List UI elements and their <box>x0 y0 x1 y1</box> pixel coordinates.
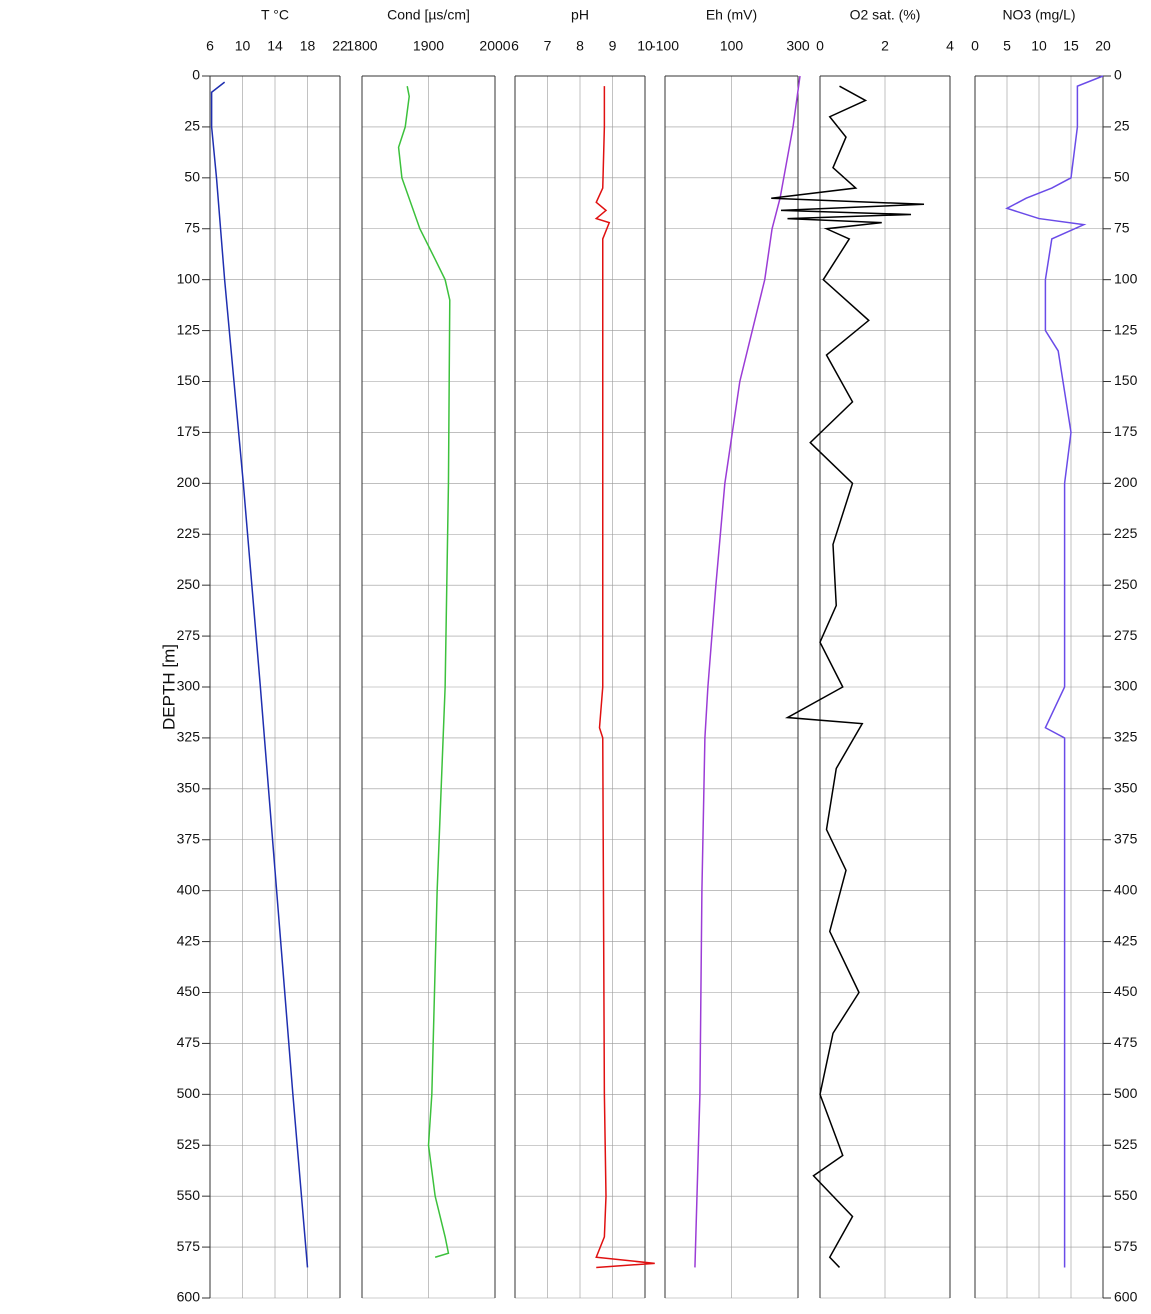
panel-title: O2 sat. (%) <box>850 7 921 23</box>
y-tick-label: 450 <box>177 983 201 999</box>
y-tick-label: 50 <box>184 169 200 185</box>
y-tick-label: 575 <box>1114 1238 1138 1254</box>
y-tick-label: 350 <box>1114 780 1138 796</box>
y-tick-label: 0 <box>1114 67 1122 83</box>
y-tick-label: 150 <box>1114 372 1138 388</box>
y-tick-label: 300 <box>1114 678 1138 694</box>
panel-title: T °C <box>261 7 289 23</box>
x-tick-label: 5 <box>1003 38 1011 54</box>
y-tick-label: 275 <box>1114 627 1138 643</box>
profile-line <box>771 85 925 1268</box>
y-tick-label: 250 <box>177 576 201 592</box>
profile-line <box>1005 75 1104 1268</box>
x-tick-label: 1900 <box>413 38 444 54</box>
x-tick-label: 0 <box>816 38 824 54</box>
x-tick-label: 2000 <box>479 38 510 54</box>
y-tick-label: 25 <box>184 118 200 134</box>
y-tick-label: 375 <box>1114 830 1138 846</box>
y-tick-label: 125 <box>1114 321 1138 337</box>
panel-title: Cond [µs/cm] <box>387 7 470 23</box>
x-tick-label: 20 <box>1095 38 1111 54</box>
x-tick-label: 8 <box>576 38 584 54</box>
panel-title: Eh (mV) <box>706 7 757 23</box>
y-tick-label: 550 <box>1114 1187 1138 1203</box>
x-tick-label: 0 <box>971 38 979 54</box>
y-tick-label: 425 <box>177 932 201 948</box>
profile-line <box>397 86 451 1258</box>
x-tick-label: 10 <box>235 38 251 54</box>
profile-line <box>210 81 309 1268</box>
y-tick-label: 600 <box>177 1289 201 1305</box>
y-tick-label: 200 <box>177 474 201 490</box>
y-tick-label: 100 <box>1114 270 1138 286</box>
x-tick-label: 100 <box>720 38 744 54</box>
y-tick-label: 300 <box>177 678 201 694</box>
y-tick-label: 0 <box>192 67 200 83</box>
x-tick-label: 300 <box>786 38 810 54</box>
y-tick-label: 400 <box>1114 881 1138 897</box>
x-tick-label: 10 <box>637 38 653 54</box>
x-tick-label: 2 <box>881 38 889 54</box>
y-tick-label: 225 <box>177 525 201 541</box>
x-tick-label: 6 <box>511 38 519 54</box>
x-tick-label: 15 <box>1063 38 1079 54</box>
y-tick-label: 375 <box>177 830 201 846</box>
x-tick-label: 14 <box>267 38 283 54</box>
y-tick-label: 425 <box>1114 932 1138 948</box>
y-tick-label: 125 <box>177 321 201 337</box>
x-tick-label: 4 <box>946 38 954 54</box>
panel-title: pH <box>571 7 589 23</box>
x-tick-label: 18 <box>300 38 316 54</box>
x-tick-label: 1800 <box>346 38 377 54</box>
y-tick-label: 325 <box>177 729 201 745</box>
profile-line <box>594 86 655 1269</box>
y-tick-label: 100 <box>177 270 201 286</box>
y-tick-label: 575 <box>177 1238 201 1254</box>
x-tick-label: 22 <box>332 38 348 54</box>
x-tick-label: 10 <box>1031 38 1047 54</box>
y-tick-label: 200 <box>1114 474 1138 490</box>
y-tick-label: 150 <box>177 372 201 388</box>
y-tick-label: 500 <box>177 1085 201 1101</box>
y-tick-label: 225 <box>1114 525 1138 541</box>
y-tick-label: 75 <box>184 219 200 235</box>
y-tick-label: 600 <box>1114 1289 1138 1305</box>
y-tick-label: 175 <box>1114 423 1138 439</box>
y-tick-label: 275 <box>177 627 201 643</box>
x-tick-label: 6 <box>206 38 214 54</box>
y-tick-label: 550 <box>177 1187 201 1203</box>
y-tick-label: 525 <box>177 1136 201 1152</box>
y-tick-label: 325 <box>1114 729 1138 745</box>
y-tick-label: 475 <box>177 1034 201 1050</box>
y-tick-label: 250 <box>1114 576 1138 592</box>
y-tick-label: 475 <box>1114 1034 1138 1050</box>
y-tick-label: 25 <box>1114 118 1130 134</box>
x-tick-label: 7 <box>544 38 552 54</box>
y-tick-label: 450 <box>1114 983 1138 999</box>
y-tick-label: 400 <box>177 881 201 897</box>
y-tick-label: 75 <box>1114 219 1130 235</box>
x-tick-label: 9 <box>609 38 617 54</box>
y-tick-label: 350 <box>177 780 201 796</box>
panel-title: NO3 (mg/L) <box>1002 7 1075 23</box>
y-tick-label: 50 <box>1114 169 1130 185</box>
y-tick-label: 525 <box>1114 1136 1138 1152</box>
y-tick-label: 175 <box>177 423 201 439</box>
x-tick-label: -100 <box>651 38 679 54</box>
y-tick-label: 500 <box>1114 1085 1138 1101</box>
profile-line <box>694 75 801 1268</box>
y-axis-label: DEPTH [m] <box>159 644 178 730</box>
